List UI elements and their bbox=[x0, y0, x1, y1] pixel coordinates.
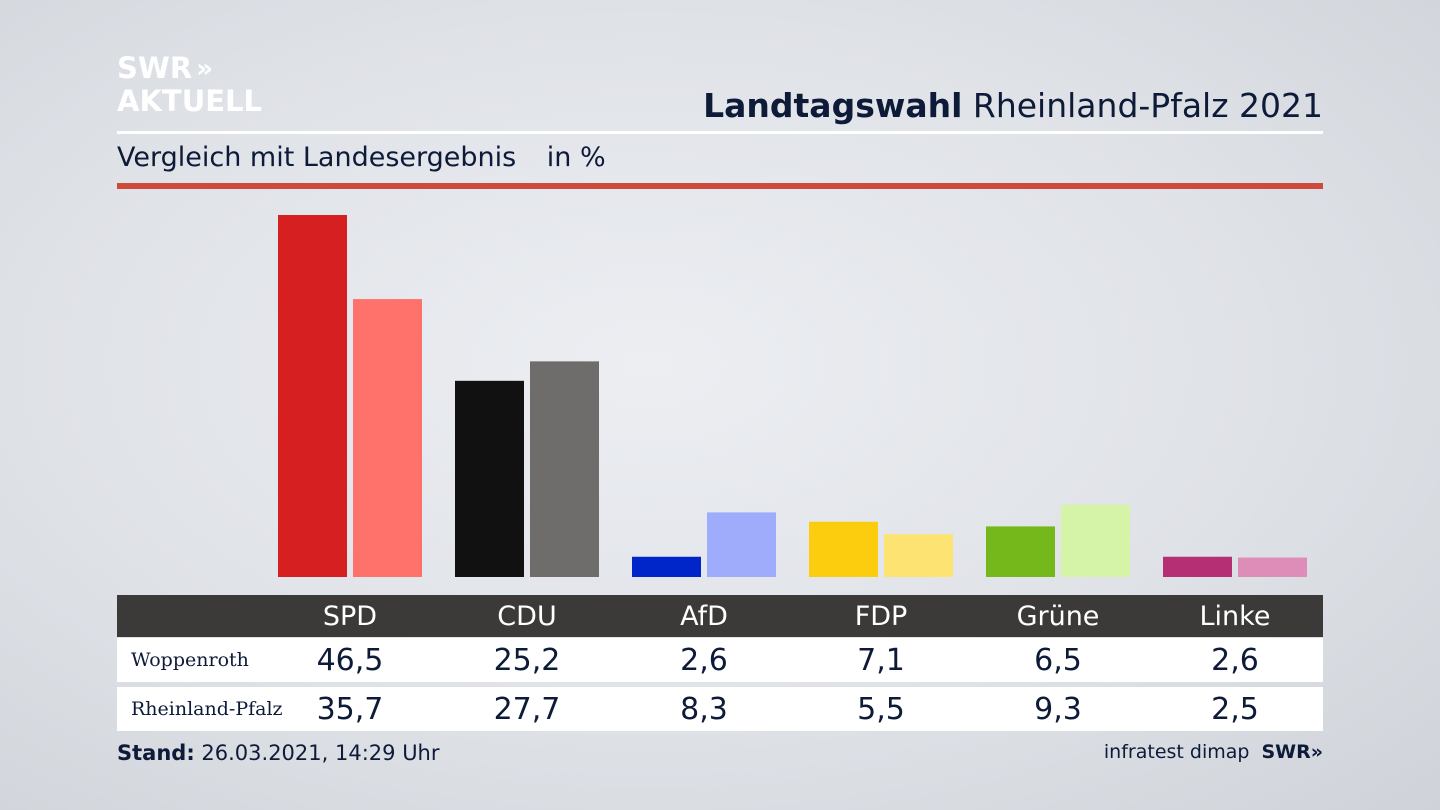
table-cell: 2,6 bbox=[1211, 642, 1259, 678]
bar-afd-rheinlandpfalz bbox=[707, 512, 776, 577]
column-header: SPD bbox=[322, 600, 378, 632]
bar-cdu-woppenroth bbox=[455, 380, 524, 577]
source-text: infratest dimap bbox=[1103, 741, 1250, 763]
column-header: AfD bbox=[680, 600, 728, 632]
column-header: CDU bbox=[497, 600, 557, 632]
row-label: Rheinland-Pfalz bbox=[131, 698, 283, 720]
bar-afd-woppenroth bbox=[632, 556, 701, 577]
table-cell: 8,3 bbox=[680, 691, 728, 727]
bar-cdu-rheinlandpfalz bbox=[530, 361, 599, 577]
bar-fdp-woppenroth bbox=[809, 521, 878, 577]
title-bold: Landtagswahl bbox=[703, 86, 963, 125]
bar-grne-woppenroth bbox=[986, 526, 1055, 577]
column-header: Linke bbox=[1199, 600, 1271, 632]
logo-swr-text: SWR bbox=[117, 51, 193, 85]
swr-aktuell-logo: SWR » AKTUELL bbox=[117, 54, 262, 116]
bar-linke-rheinlandpfalz bbox=[1238, 557, 1307, 577]
results-table: SPD CDU AfD FDP Grüne Linke Woppenroth 46,5 25… bbox=[117, 595, 1323, 731]
column-header: FDP bbox=[854, 600, 908, 632]
source-credit: infratest dimap SWR» bbox=[1104, 741, 1323, 763]
table-cell: 27,7 bbox=[493, 691, 561, 727]
table-cell: 2,5 bbox=[1211, 691, 1259, 727]
bar-linke-woppenroth bbox=[1163, 556, 1232, 577]
unit-label: in % bbox=[546, 142, 606, 173]
table-row: Rheinland-Pfalz 35,7 27,7 8,3 5,5 9,3 2,5 bbox=[117, 687, 1323, 731]
table-cell: 5,5 bbox=[857, 691, 905, 727]
title-rest: Rheinland-Pfalz 2021 bbox=[972, 86, 1323, 125]
table-cell: 6,5 bbox=[1034, 642, 1082, 678]
bar-spd-rheinlandpfalz bbox=[353, 299, 422, 577]
stand-value: 26.03.2021, 14:29 Uhr bbox=[201, 741, 440, 765]
subtitle-divider bbox=[117, 183, 1323, 189]
logo-aktuell-text: AKTUELL bbox=[117, 84, 263, 118]
subtitle-text: Vergleich mit Landesergebnis bbox=[117, 142, 517, 173]
table-cell: 46,5 bbox=[316, 642, 384, 678]
table-row: Woppenroth 46,5 25,2 2,6 7,1 6,5 2,6 bbox=[117, 638, 1323, 682]
bar-spd-woppenroth bbox=[278, 215, 347, 577]
bar-grne-rheinlandpfalz bbox=[1061, 504, 1130, 577]
table-cell: 25,2 bbox=[493, 642, 561, 678]
bar-fdp-rheinlandpfalz bbox=[884, 534, 953, 577]
table-cell: 9,3 bbox=[1034, 691, 1082, 727]
swr-brand-logo: SWR» bbox=[1261, 741, 1323, 763]
column-header: Grüne bbox=[1016, 600, 1100, 632]
table-cell: 2,6 bbox=[680, 642, 728, 678]
stand-label: Stand: bbox=[117, 741, 195, 765]
row-label: Woppenroth bbox=[131, 649, 249, 671]
table-cell: 35,7 bbox=[316, 691, 384, 727]
table-cell: 7,1 bbox=[857, 642, 905, 678]
title-divider bbox=[117, 131, 1323, 134]
page-title: Landtagswahl Rheinland-Pfalz 2021 bbox=[703, 86, 1323, 125]
chart-subtitle: Vergleich mit Landesergebnis in % bbox=[117, 142, 606, 173]
table-header-row: SPD CDU AfD FDP Grüne Linke bbox=[117, 595, 1323, 637]
timestamp: Stand: 26.03.2021, 14:29 Uhr bbox=[117, 741, 440, 765]
